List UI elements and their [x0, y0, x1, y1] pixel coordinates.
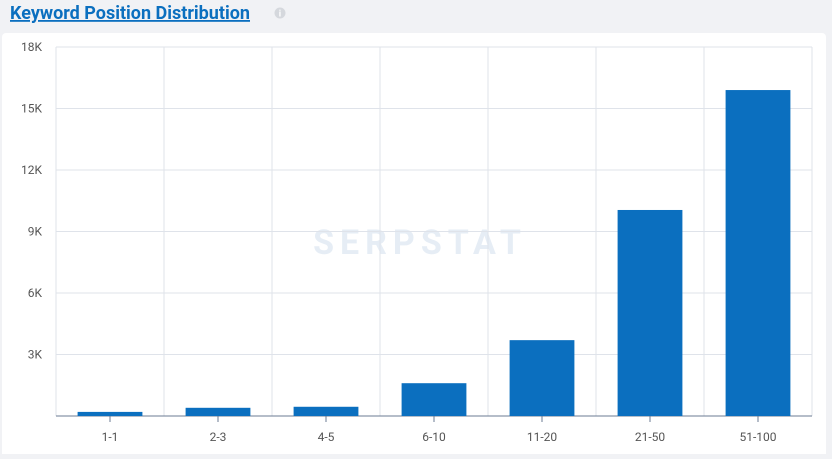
y-tick-label: 18K [21, 40, 42, 54]
y-tick-label: 6K [28, 286, 43, 300]
x-tick-label: 21-50 [635, 430, 666, 444]
y-tick-label: 15K [21, 102, 42, 116]
watermark: SERPSTAT [313, 223, 527, 263]
x-tick-label: 6-10 [422, 430, 446, 444]
y-tick-label: 9K [28, 225, 43, 239]
bar [725, 90, 791, 417]
x-tick-label: 1-1 [102, 430, 119, 444]
y-tick-label: 3K [28, 348, 43, 362]
bar [617, 209, 683, 416]
bar [401, 383, 467, 416]
x-tick-label: 11-20 [527, 430, 558, 444]
bar [185, 407, 251, 416]
bar [509, 340, 575, 416]
bar [77, 411, 143, 416]
x-tick-label: 4-5 [318, 430, 335, 444]
bar [293, 406, 359, 416]
info-icon[interactable] [274, 7, 286, 19]
x-tick-label: 2-3 [210, 430, 227, 444]
chart-title[interactable]: Keyword Position Distribution [10, 3, 250, 24]
y-tick-label: 12K [21, 163, 42, 177]
x-tick-label: 51-100 [739, 430, 776, 444]
info-icon-glyph: i [279, 10, 281, 20]
